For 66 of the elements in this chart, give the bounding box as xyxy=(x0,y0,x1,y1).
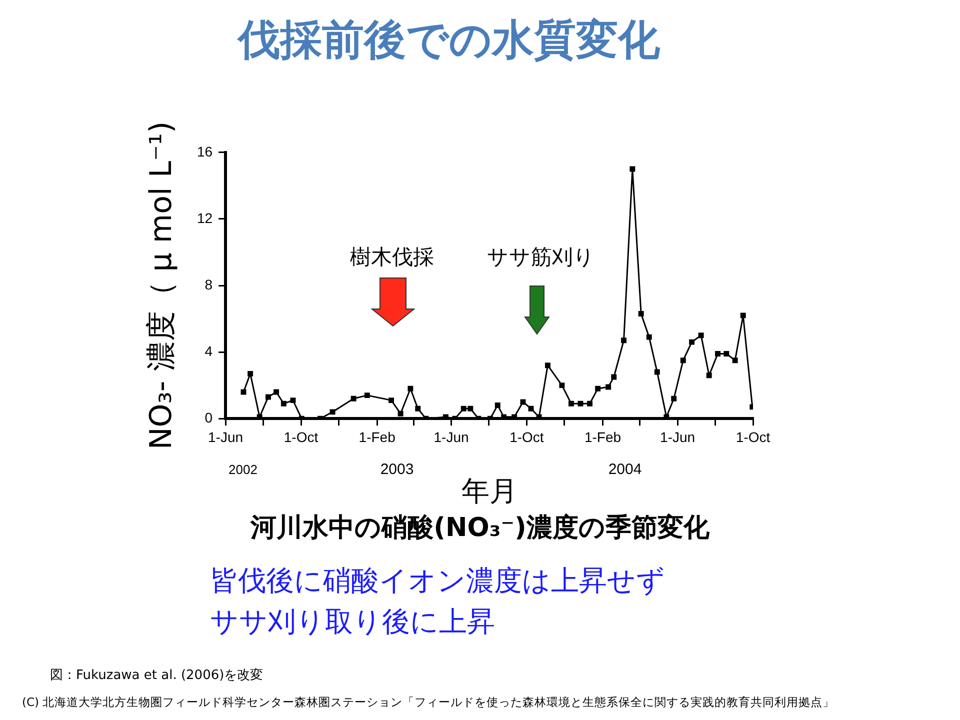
point xyxy=(621,338,626,344)
text: 河川水中の硝酸(NO₃⁻)濃度の季節変化 xyxy=(249,512,710,545)
point xyxy=(630,166,636,172)
y-tick-label: 4 xyxy=(204,342,213,359)
point xyxy=(240,389,246,395)
y-tick-label: 12 xyxy=(196,210,213,226)
x-tick-label: 1-Oct xyxy=(510,428,544,445)
text: ササ刈り取り後に上昇 xyxy=(210,604,495,640)
y-axis-title: NO₃- 濃度（ μ mol L⁻¹) xyxy=(144,121,179,450)
x-tick-label: 1-Oct xyxy=(736,428,770,445)
point xyxy=(415,406,421,412)
x-tick-label: 1-Feb xyxy=(358,428,396,445)
point xyxy=(398,410,404,416)
text: 2003 xyxy=(380,461,414,478)
point xyxy=(290,398,296,404)
y-tick-label: 0 xyxy=(204,409,213,426)
point xyxy=(274,389,280,395)
annotation: ササ筋刈り xyxy=(487,244,595,271)
point xyxy=(606,384,612,390)
point xyxy=(494,402,500,408)
x-axis-title: 年月 xyxy=(461,474,518,508)
point xyxy=(460,406,466,412)
point xyxy=(248,370,254,376)
point xyxy=(595,386,601,392)
x-tick-label: 1-Feb xyxy=(584,428,622,445)
point xyxy=(266,394,271,400)
point xyxy=(671,396,677,402)
point xyxy=(578,400,584,406)
x-tick-label: 1-Oct xyxy=(284,428,318,445)
point xyxy=(706,372,712,378)
point xyxy=(330,409,336,415)
point xyxy=(408,386,414,392)
point xyxy=(388,398,394,404)
point xyxy=(611,374,617,380)
point xyxy=(559,382,565,388)
chart-title: 伐採前後での水質変化 xyxy=(236,15,661,64)
point xyxy=(680,358,686,364)
point xyxy=(350,396,356,402)
point xyxy=(568,400,574,406)
point xyxy=(528,406,534,412)
point xyxy=(715,350,720,356)
point xyxy=(468,406,474,412)
point xyxy=(364,392,370,398)
point xyxy=(732,358,738,364)
y-tick-label: 8 xyxy=(204,276,213,292)
point xyxy=(520,399,526,405)
point xyxy=(587,400,592,406)
x-tick-label: 1-Jun xyxy=(434,428,469,445)
point xyxy=(724,350,730,356)
point xyxy=(698,332,704,338)
text: (C) 北海道大学北方生物圏フィールド科学センター森林圏ステーション「フィールドを使った森林環境と生態系保全に関する実践的教育共同利用拠点」 xyxy=(22,695,835,710)
point xyxy=(654,369,660,375)
text: 図：Fukuzawa et al. (2006)を改変 xyxy=(50,667,264,684)
point xyxy=(646,334,652,340)
x-tick-label: 1-Jun xyxy=(660,428,696,445)
text: 2004 xyxy=(608,461,642,478)
point xyxy=(740,312,746,318)
point xyxy=(638,311,644,317)
y-tick-label: 16 xyxy=(196,143,213,160)
point xyxy=(689,339,695,345)
point xyxy=(544,362,550,368)
text: 2002 xyxy=(228,462,258,477)
x-tick-label: 1-Jun xyxy=(208,428,244,445)
text: 皆伐後に硝酸イオン濃度は上昇せず xyxy=(210,563,665,599)
annotation: 樹木伐採 xyxy=(350,244,434,271)
point xyxy=(280,400,286,406)
